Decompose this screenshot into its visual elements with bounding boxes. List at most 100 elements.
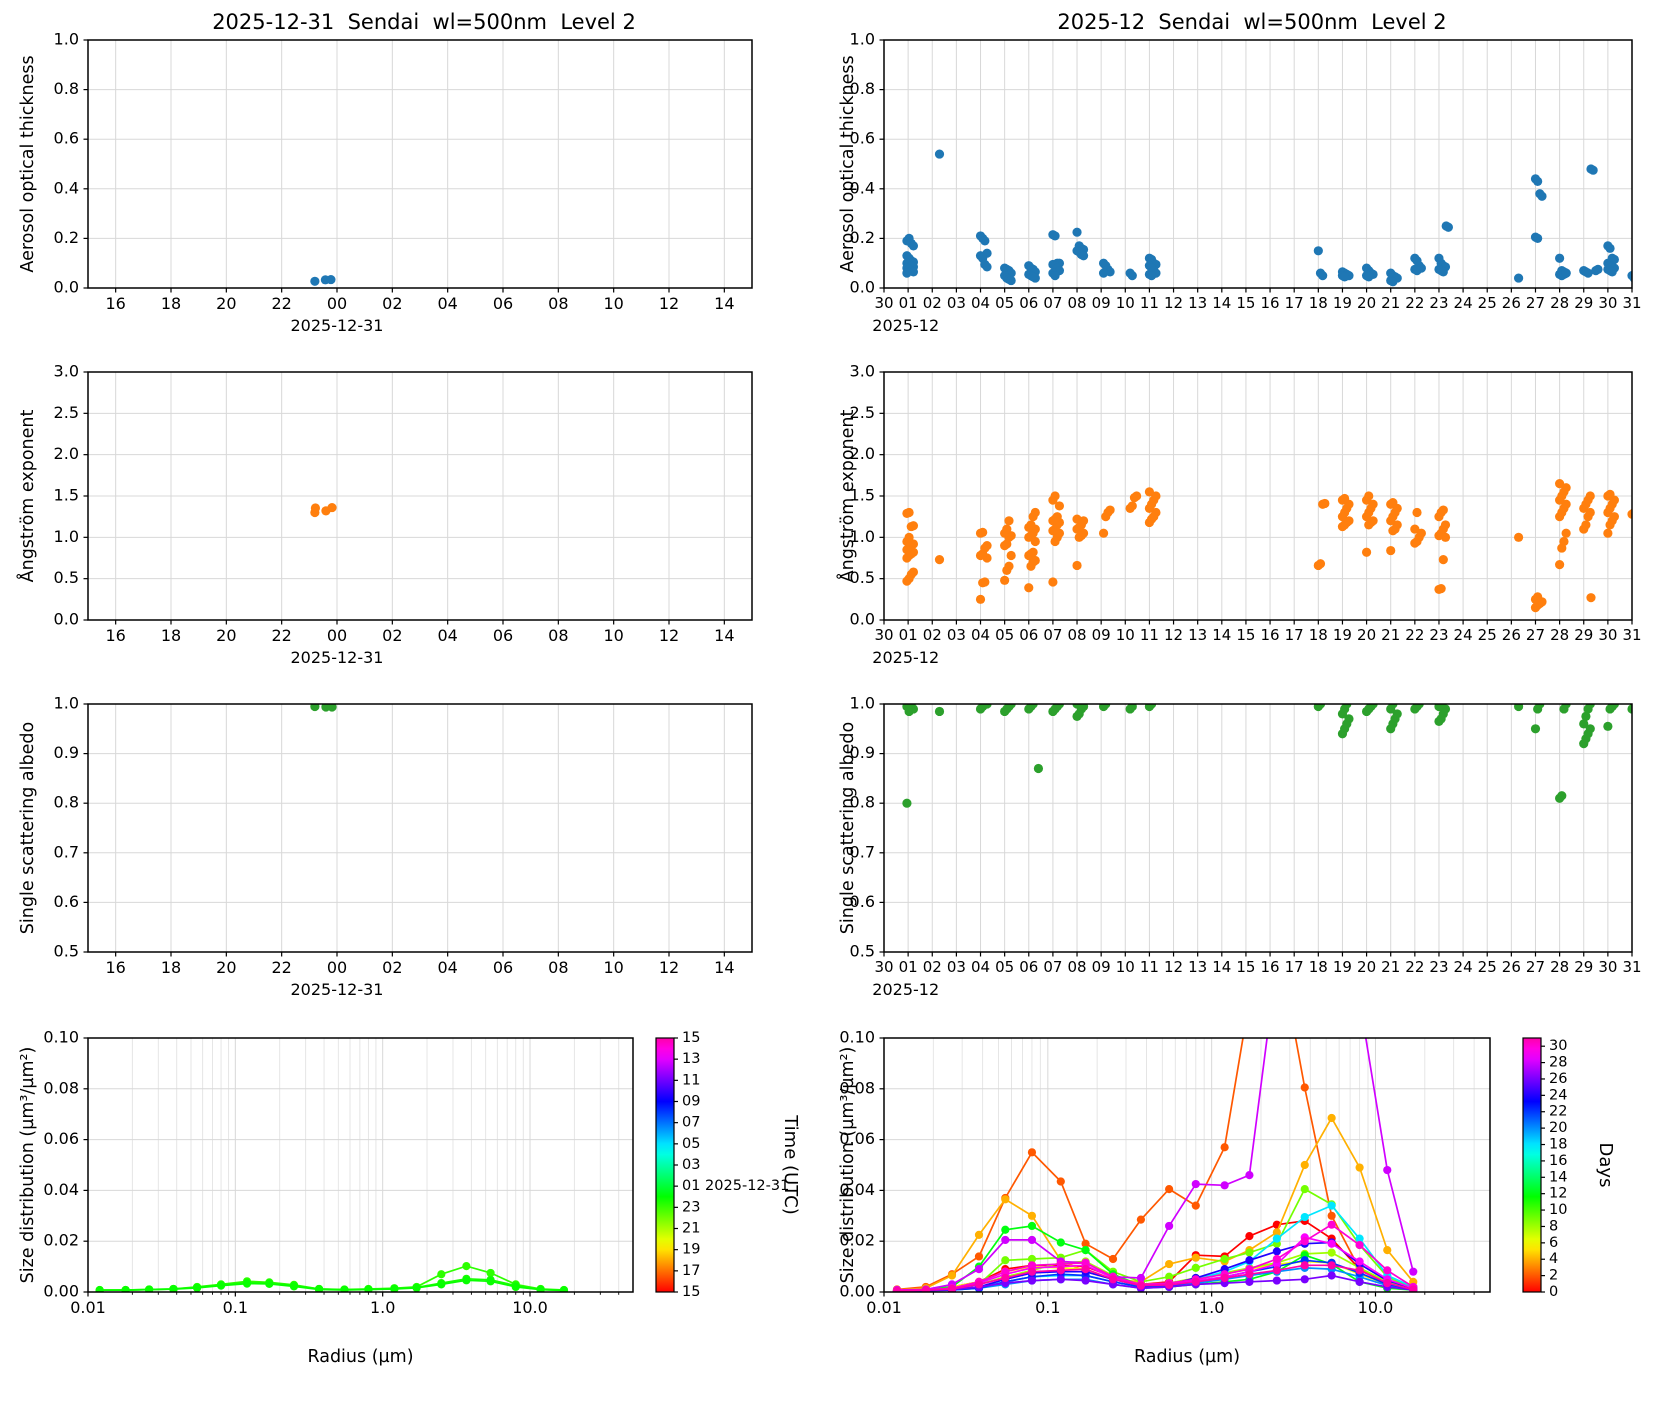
svg-text:29: 29: [1574, 626, 1593, 644]
svg-text:28: 28: [1549, 1055, 1567, 1071]
svg-text:Size distribution (µm³/µm²): Size distribution (µm³/µm²): [838, 1047, 858, 1284]
svg-text:20: 20: [1357, 626, 1376, 644]
svg-text:12: 12: [1164, 294, 1183, 312]
svg-text:22: 22: [1405, 294, 1424, 312]
svg-text:1.5: 1.5: [54, 486, 79, 505]
svg-text:18: 18: [161, 958, 181, 977]
svg-text:30: 30: [1549, 1038, 1567, 1054]
svg-text:3.0: 3.0: [54, 362, 79, 381]
svg-text:26: 26: [1549, 1071, 1567, 1087]
month-column-title: 2025-12 Sendai wl=500nm Level 2: [1057, 10, 1447, 34]
sizedist-month-panel: 0.01 0.1 1.0 10.0 0.00 0.02 0.04 0.06 0.08 0.10 Ra…: [828, 996, 1654, 1420]
svg-text:12: 12: [659, 958, 679, 977]
svg-text:1.0: 1.0: [54, 527, 79, 546]
svg-text:27: 27: [1526, 626, 1545, 644]
svg-text:17: 17: [682, 1263, 700, 1279]
svg-text:17: 17: [1285, 294, 1304, 312]
svg-text:06: 06: [1019, 958, 1038, 976]
svg-text:Radius (µm): Radius (µm): [1134, 1347, 1240, 1367]
svg-text:16: 16: [105, 294, 125, 313]
svg-text:Ångström exponent: Ångström exponent: [836, 410, 858, 583]
svg-text:02: 02: [382, 958, 402, 977]
svg-text:23: 23: [1429, 626, 1448, 644]
svg-text:20: 20: [1357, 958, 1376, 976]
svg-text:23: 23: [1429, 958, 1448, 976]
svg-text:29: 29: [1574, 958, 1593, 976]
svg-text:0.0: 0.0: [54, 610, 79, 629]
svg-text:0.8: 0.8: [54, 79, 79, 98]
svg-text:1.0: 1.0: [54, 694, 79, 713]
svg-text:25: 25: [1478, 626, 1497, 644]
ssa-day-panel: 16 18 20 22 00 02 04 06 08 10 12 14 0.5 0.6 0.7 0.8 0.9 1…: [0, 664, 828, 1027]
svg-text:24: 24: [1454, 958, 1473, 976]
svg-text:03: 03: [947, 294, 966, 312]
svg-text:18: 18: [1309, 294, 1328, 312]
svg-text:11: 11: [1140, 958, 1159, 976]
svg-text:2025-12: 2025-12: [872, 316, 939, 332]
svg-text:10: 10: [1116, 294, 1135, 312]
svg-text:2.5: 2.5: [54, 403, 79, 422]
svg-text:19: 19: [1333, 626, 1352, 644]
svg-text:01: 01: [899, 958, 918, 976]
svg-text:16: 16: [105, 626, 125, 645]
svg-text:21: 21: [1381, 294, 1400, 312]
svg-text:0.0: 0.0: [850, 610, 875, 629]
svg-text:14: 14: [714, 958, 734, 977]
svg-text:0.5: 0.5: [54, 942, 79, 961]
svg-text:08: 08: [1067, 294, 1086, 312]
svg-text:11: 11: [1140, 626, 1159, 644]
svg-text:01: 01: [899, 294, 918, 312]
svg-text:2025-12-31: 2025-12-31: [291, 648, 384, 664]
svg-text:30: 30: [874, 294, 893, 312]
svg-text:28: 28: [1550, 626, 1569, 644]
svg-text:09: 09: [682, 1094, 700, 1110]
svg-text:Aerosol optical thickness: Aerosol optical thickness: [838, 55, 858, 272]
svg-text:04: 04: [971, 294, 990, 312]
svg-text:0.2: 0.2: [850, 228, 875, 247]
svg-text:24: 24: [1454, 626, 1473, 644]
svg-text:24: 24: [1454, 294, 1473, 312]
svg-text:22: 22: [271, 294, 291, 313]
svg-text:15: 15: [1236, 294, 1255, 312]
svg-text:0.4: 0.4: [850, 178, 875, 197]
svg-text:0.01: 0.01: [70, 1298, 106, 1317]
svg-text:11: 11: [1140, 294, 1159, 312]
svg-text:09: 09: [1092, 626, 1111, 644]
sizedist-day-panel: 0.01 0.1 1.0 10.0 0.00 0.02 0.04 0.06 0.08 0.10 Ra…: [0, 996, 828, 1420]
svg-text:12: 12: [1549, 1186, 1567, 1202]
svg-text:0.8: 0.8: [54, 793, 79, 812]
svg-text:Days: Days: [1595, 1143, 1616, 1188]
svg-text:20: 20: [1357, 294, 1376, 312]
svg-text:0.0: 0.0: [54, 278, 79, 297]
svg-text:10: 10: [603, 626, 623, 645]
svg-text:0.08: 0.08: [839, 1078, 875, 1097]
svg-text:15: 15: [1236, 958, 1255, 976]
svg-text:0.6: 0.6: [850, 892, 875, 911]
svg-text:12: 12: [659, 626, 679, 645]
svg-text:09: 09: [1092, 958, 1111, 976]
svg-text:04: 04: [971, 626, 990, 644]
svg-text:0.04: 0.04: [839, 1180, 875, 1199]
svg-text:01: 01: [899, 626, 918, 644]
svg-text:Ångström exponent: Ångström exponent: [16, 410, 38, 583]
svg-text:14: 14: [1212, 958, 1231, 976]
svg-text:22: 22: [1405, 626, 1424, 644]
aot-day-panel: 16 18 20 22 00 02 04 06 08 10 12 14 0.0 0.2 0.4 0.6 0.8 1…: [0, 0, 828, 363]
svg-text:02: 02: [382, 626, 402, 645]
svg-text:2025-12: 2025-12: [872, 980, 939, 996]
svg-text:00: 00: [327, 626, 347, 645]
svg-text:10: 10: [1549, 1202, 1567, 1218]
svg-text:14: 14: [714, 294, 734, 313]
svg-text:2025-12: 2025-12: [872, 648, 939, 664]
svg-text:12: 12: [1164, 626, 1183, 644]
svg-text:0.8: 0.8: [850, 793, 875, 812]
svg-text:02: 02: [382, 294, 402, 313]
svg-text:4: 4: [1549, 1251, 1558, 1267]
svg-text:05: 05: [682, 1136, 700, 1152]
svg-text:06: 06: [1019, 626, 1038, 644]
svg-text:19: 19: [1333, 958, 1352, 976]
svg-text:10: 10: [603, 958, 623, 977]
svg-text:10.0: 10.0: [1358, 1298, 1394, 1317]
svg-text:27: 27: [1526, 294, 1545, 312]
svg-text:27: 27: [1526, 958, 1545, 976]
